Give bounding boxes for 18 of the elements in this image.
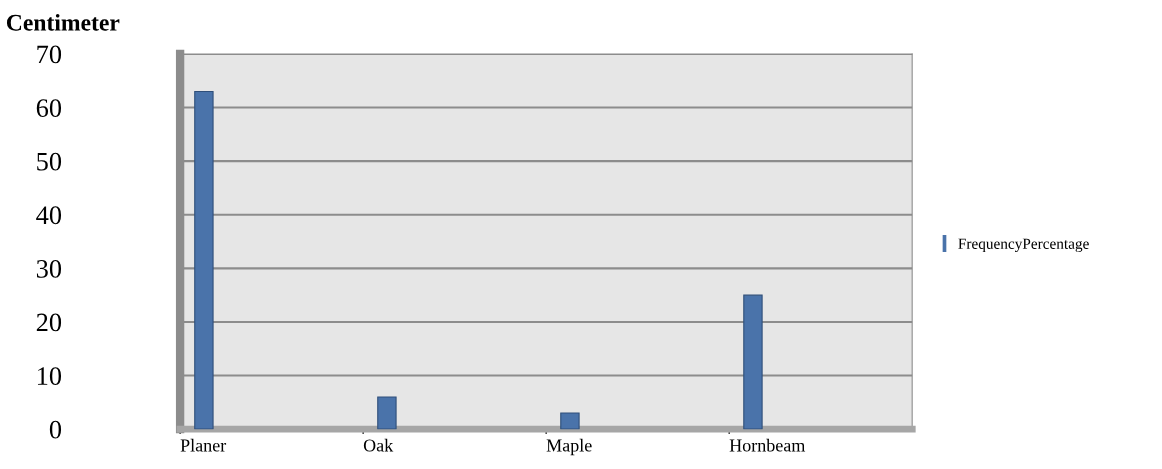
y-tick-label: 40 (36, 206, 62, 225)
bar (560, 412, 580, 430)
legend-label: FrequencyPercentage (958, 238, 1089, 253)
bar (743, 294, 763, 430)
y-tick-label: 70 (37, 45, 62, 64)
x-tick-label: Maple (546, 438, 592, 456)
x-tick-label: Planer (180, 438, 227, 452)
y-axis-title: Centimeter (6, 14, 120, 31)
bar (377, 396, 397, 430)
y-tick-label: 20 (36, 313, 62, 332)
y-tick-label: 0 (49, 420, 62, 439)
y-tick-label: 50 (37, 152, 62, 171)
y-tick-label: 30 (36, 259, 62, 278)
y-tick-label: 10 (37, 367, 62, 385)
bar (194, 90, 214, 430)
x-tick-label: Hornbeam (729, 438, 806, 452)
y-tick-label: 60 (36, 99, 62, 117)
x-tick-label: Oak (363, 438, 394, 452)
